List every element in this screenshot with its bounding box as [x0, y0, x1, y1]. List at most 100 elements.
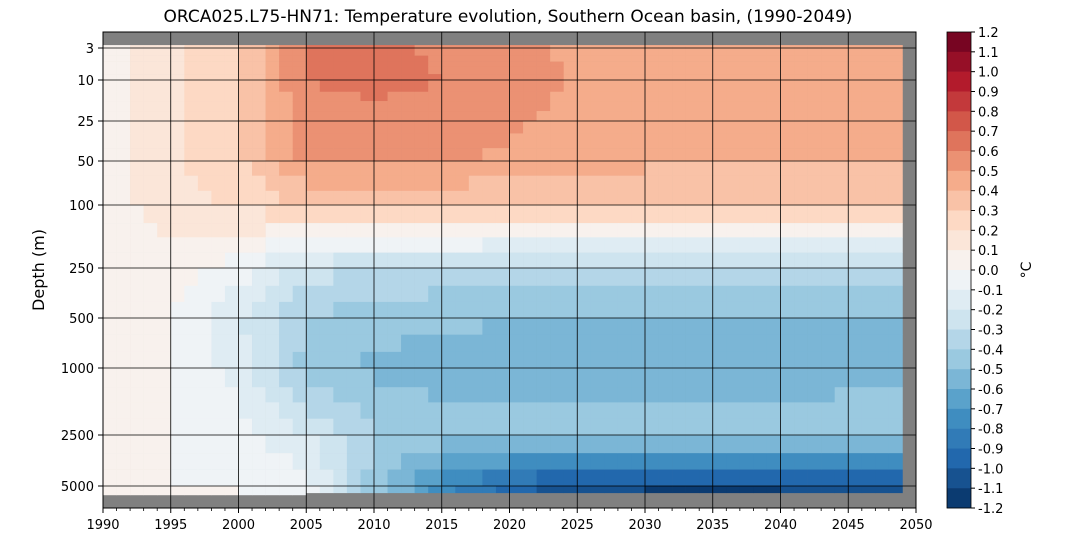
heatmap-cell: [821, 66, 835, 75]
heatmap-cell: [739, 368, 754, 388]
heatmap-cell: [875, 175, 890, 192]
heatmap-cell: [224, 435, 239, 454]
heatmap-cell: [699, 45, 714, 49]
heatmap-cell: [726, 469, 741, 487]
heatmap-cell: [645, 101, 659, 112]
heatmap-cell: [360, 80, 375, 93]
heatmap-cell: [279, 469, 293, 487]
heatmap-cell: [279, 111, 293, 122]
heatmap-cell: [875, 402, 890, 419]
heatmap-cell: [103, 435, 117, 454]
heatmap-cell: [103, 111, 117, 122]
heatmap-cell: [238, 469, 253, 487]
colorbar-segment: [947, 389, 971, 410]
heatmap-cell: [252, 111, 266, 122]
heatmap-cell: [821, 45, 835, 49]
heatmap-cell: [414, 80, 429, 93]
heatmap-cell: [197, 55, 212, 62]
heatmap-cell: [495, 190, 510, 206]
heatmap-cell: [143, 111, 158, 122]
heatmap-cell: [252, 268, 266, 287]
heatmap-cell: [712, 301, 727, 319]
colorbar-tick-label: -0.4: [978, 343, 1003, 358]
colorbar-segment: [947, 151, 971, 172]
heatmap-cell: [441, 418, 456, 436]
heatmap-cell: [712, 368, 727, 388]
heatmap-cell: [875, 121, 890, 134]
heatmap-cell: [130, 121, 144, 134]
heatmap-cell: [414, 237, 429, 253]
colorbar-tick-label: -0.7: [978, 403, 1003, 418]
heatmap-cell: [157, 223, 172, 238]
heatmap-cell: [387, 285, 402, 303]
colorbar-segment: [947, 91, 971, 112]
heatmap-cell: [333, 55, 348, 62]
heatmap-cell: [794, 66, 808, 75]
heatmap-cell: [333, 469, 348, 487]
heatmap-cell: [495, 80, 510, 93]
heatmap-cell: [577, 318, 592, 335]
heatmap-cell: [658, 66, 673, 75]
heatmap-cell: [807, 486, 822, 494]
heatmap-cell: [116, 101, 131, 112]
heatmap-cell: [360, 418, 375, 436]
heatmap-cell: [617, 205, 632, 224]
heatmap-cell: [157, 418, 172, 436]
heatmap-cell: [495, 268, 510, 287]
heatmap-cell: [753, 205, 768, 224]
heatmap-cell: [224, 121, 239, 134]
heatmap-cell: [197, 237, 212, 253]
heatmap-cell: [197, 101, 212, 112]
heatmap-cell: [224, 469, 239, 487]
heatmap-cell: [617, 133, 632, 149]
heatmap-cell: [848, 175, 863, 192]
heatmap-cell: [103, 55, 117, 62]
heatmap-cell: [143, 61, 158, 67]
heatmap-cell: [739, 175, 754, 192]
heatmap-cell: [726, 161, 741, 176]
heatmap-cell: [116, 74, 131, 81]
heatmap-cell: [157, 66, 172, 75]
heatmap-cell: [468, 66, 483, 75]
heatmap-cell: [170, 101, 185, 112]
heatmap-cell: [238, 223, 253, 238]
heatmap-cell: [211, 435, 226, 454]
heatmap-cell: [563, 435, 578, 454]
heatmap-cell: [374, 133, 388, 149]
heatmap-cell: [401, 161, 415, 176]
heatmap-cell: [238, 55, 253, 62]
heatmap-cell: [861, 55, 876, 62]
heatmap-cell: [536, 453, 551, 470]
heatmap-cell: [875, 368, 890, 388]
heatmap-cell: [333, 334, 348, 353]
heatmap-cell: [821, 418, 835, 436]
heatmap-cell: [821, 351, 835, 369]
heatmap-cell: [482, 334, 497, 353]
heatmap-cell: [550, 121, 564, 134]
heatmap-cell: [848, 318, 863, 335]
heatmap-cell: [645, 435, 659, 454]
heatmap-cell: [794, 387, 808, 403]
heatmap-cell: [699, 55, 714, 62]
heatmap-cell: [387, 111, 402, 122]
heatmap-cell: [617, 175, 632, 192]
heatmap-cell: [414, 387, 429, 403]
heatmap-cell: [685, 268, 700, 287]
heatmap-cell: [211, 486, 226, 496]
heatmap-cell: [238, 66, 253, 75]
heatmap-cell: [306, 55, 321, 62]
heatmap-cell: [482, 318, 497, 335]
heatmap-cell: [712, 334, 727, 353]
heatmap-cell: [306, 91, 321, 102]
heatmap-cell: [333, 101, 348, 112]
heatmap-cell: [577, 55, 592, 62]
heatmap-cell: [726, 55, 741, 62]
heatmap-cell: [766, 418, 781, 436]
heatmap-cell: [794, 301, 808, 319]
heatmap-cell: [197, 61, 212, 67]
heatmap-cell: [468, 351, 483, 369]
heatmap-cell: [387, 486, 402, 494]
heatmap-cell: [631, 111, 646, 122]
heatmap-cell: [509, 453, 524, 470]
heatmap-cell: [536, 368, 551, 388]
